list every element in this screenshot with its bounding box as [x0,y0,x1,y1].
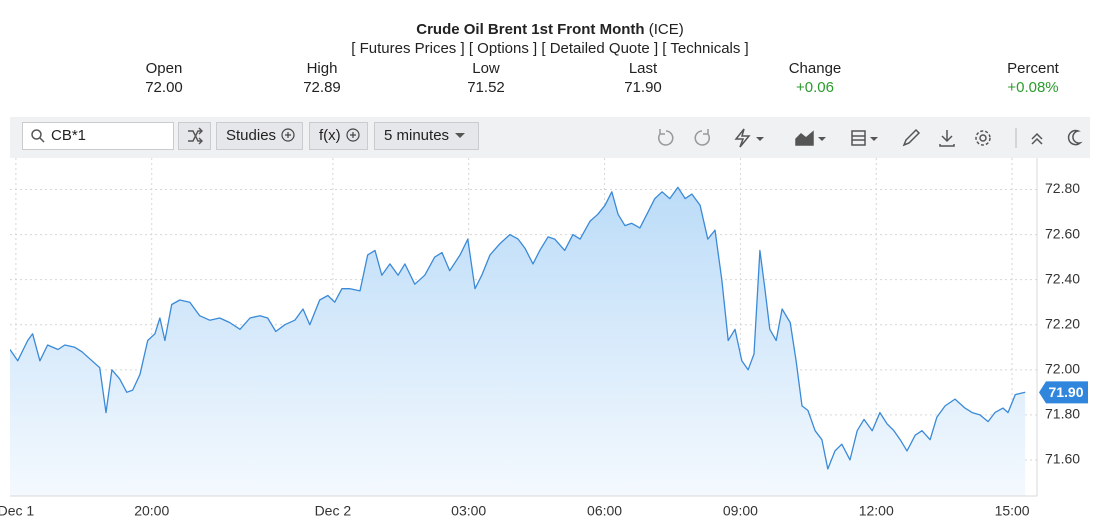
toolbar: CB*1 Studies f(x) 5 minutes [10,117,1090,158]
quote-field: Last 71.90 [583,59,703,97]
y-tick-label: 72.40 [1045,270,1080,286]
quote-label: Last [628,60,658,77]
settings-icon[interactable] [979,134,987,142]
undo-icon[interactable] [658,129,674,146]
exchange: (ICE) [648,21,684,38]
fx-button[interactable]: f(x) [309,122,368,150]
symbol-search[interactable]: CB*1 [22,122,174,150]
y-tick-label: 72.20 [1045,315,1080,331]
axes: 71.60 71.80 72.00 72.20 72.40 72.60 72.80 Dec 1… [0,180,1088,519]
quote-field: Low 71.52 [426,59,546,97]
y-tick-label: 72.60 [1045,225,1080,241]
link[interactable]: [ Options ] [468,40,538,57]
title: Crude Oil Brent 1st Front Month [416,21,645,38]
download-icon[interactable] [939,130,955,147]
area-fill [10,187,1026,496]
symbol: CB*1 [51,127,87,144]
quote-field: Open 72.00 [104,59,224,97]
collapse-icon[interactable] [1031,132,1043,145]
fx-label: f(x) [319,127,341,144]
plot-area [10,186,1026,496]
y-tick-label: 72.80 [1045,180,1080,196]
chart-type-icon[interactable] [795,130,814,146]
quote-field: Percent +0.08% [973,59,1093,97]
title-line: Crude Oil Brent 1st Front Month (ICE) [0,21,1100,38]
x-tick-label: Dec 1 [0,503,34,519]
y-tick-label: 72.00 [1045,361,1080,377]
quote-field: High 72.89 [262,59,382,97]
quote-value: 72.00 [145,79,183,96]
interval-label: 5 minutes [384,127,450,144]
link[interactable]: [ Detailed Quote ] [541,40,659,57]
x-tick-label: 12:00 [859,503,894,519]
price-tag-label: 71.90 [1048,384,1083,400]
quote-value: 71.90 [624,79,662,96]
x-tick-label: 06:00 [587,503,622,519]
draw-icon[interactable] [902,128,921,147]
x-tick-label: Dec 2 [315,503,352,519]
quote-label: Percent [1007,60,1059,77]
quote-value: 71.52 [467,79,505,96]
price-line [10,186,1026,470]
toolbar-icons [658,128,1083,148]
x-tick-label: 15:00 [995,503,1030,519]
link[interactable]: [ Technicals ] [662,40,749,57]
compare-button[interactable] [178,122,211,150]
search-icon [31,129,45,143]
studies-label: Studies [226,127,277,144]
y-tick-label: 71.60 [1045,451,1080,467]
theme-icon[interactable] [1067,129,1083,146]
events-icon[interactable] [734,128,751,148]
quote-label: Open [145,60,183,77]
redo-icon[interactable] [694,129,710,146]
price-tag [1039,381,1088,404]
y-tick-label: 71.80 [1045,406,1080,422]
x-tick-label: 03:00 [451,503,486,519]
layout-icon[interactable] [851,130,866,146]
quote-label: High [306,60,338,77]
quote-value: +0.06 [796,79,834,96]
x-tick-label: 20:00 [134,503,169,519]
links: [ Futures Prices ] [ Options ] [ Detaile… [0,40,1100,57]
quote-label: Low [472,60,500,77]
link[interactable]: [ Futures Prices ] [351,40,465,57]
x-tick-label: 09:00 [723,503,758,519]
quote-value: +0.08% [1007,79,1059,96]
studies-button[interactable]: Studies [216,122,303,150]
quote-field: Change +0.06 [755,59,875,97]
quote-label: Change [788,60,842,77]
interval-button[interactable]: 5 minutes [374,122,479,150]
quote-value: 72.89 [303,79,341,96]
